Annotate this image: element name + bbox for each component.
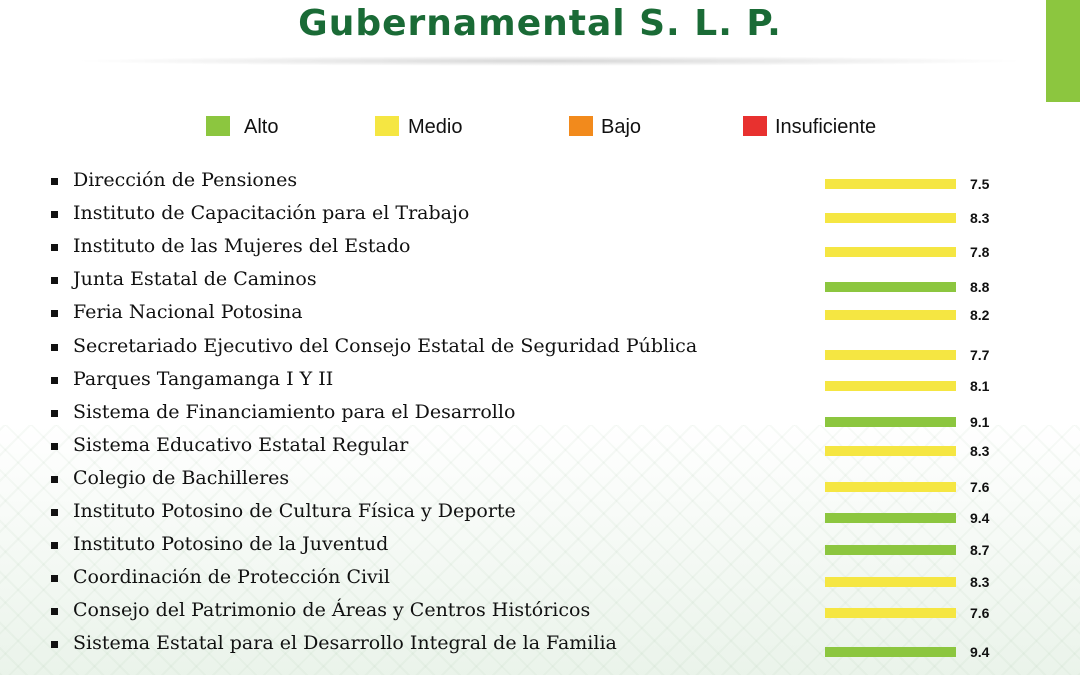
page-title: Gubernamental S. L. P. [298, 3, 782, 44]
score-value-label: 8.2 [970, 307, 990, 323]
score-bar [825, 545, 956, 555]
score-bar [825, 179, 956, 189]
legend: Alto Medio Bajo Insuficiente [0, 114, 1080, 142]
category-label: Instituto de Capacitación para el Trabaj… [73, 202, 470, 224]
chart-row: Sistema de Financiamiento para el Desarr… [0, 398, 1080, 431]
legend-label-insuficiente: Insuficiente [775, 116, 877, 138]
bullet-icon [51, 244, 58, 251]
bullet-icon [51, 608, 58, 615]
chart-row: Dirección de Pensiones 7.5 [0, 166, 1080, 199]
score-bar [825, 381, 956, 391]
category-label: Dirección de Pensiones [73, 169, 298, 191]
score-value-label: 7.8 [970, 244, 990, 260]
bullet-icon [51, 443, 58, 450]
score-value-label: 7.5 [970, 176, 990, 192]
bullet-icon [51, 277, 58, 284]
score-bar [825, 608, 956, 618]
category-label: Instituto de las Mujeres del Estado [73, 235, 411, 257]
bullet-icon [51, 509, 58, 516]
category-label: Consejo del Patrimonio de Áreas y Centro… [73, 599, 591, 621]
legend-label-medio: Medio [408, 116, 463, 138]
score-value-label: 8.8 [970, 279, 990, 295]
chart-row: Instituto Potosino de Cultura Física y D… [0, 497, 1080, 530]
chart-row: Sistema Educativo Estatal Regular 8.3 [0, 431, 1080, 464]
score-bar [825, 247, 956, 257]
score-bar [825, 350, 956, 360]
score-value-label: 9.4 [970, 644, 990, 660]
score-bar [825, 513, 956, 523]
bullet-icon [51, 641, 58, 648]
chart-row: Instituto de las Mujeres del Estado 7.8 [0, 232, 1080, 265]
chart-row: Coordinación de Protección Civil 8.3 [0, 563, 1080, 596]
score-bar [825, 310, 956, 320]
score-value-label: 8.7 [970, 542, 990, 558]
bullet-icon [51, 377, 58, 384]
bullet-icon [51, 211, 58, 218]
score-value-label: 8.3 [970, 443, 990, 459]
score-bar [825, 417, 956, 427]
score-bar [825, 647, 956, 657]
legend-swatch-insuficiente [743, 116, 767, 136]
category-label: Secretariado Ejecutivo del Consejo Estat… [73, 335, 698, 357]
category-label: Sistema Educativo Estatal Regular [73, 434, 409, 456]
legend-swatch-alto [206, 116, 230, 136]
chart-row: Consejo del Patrimonio de Áreas y Centro… [0, 596, 1080, 629]
score-bar [825, 282, 956, 292]
score-bar [825, 213, 956, 223]
chart-row: Feria Nacional Potosina 8.2 [0, 298, 1080, 331]
category-label: Sistema de Financiamiento para el Desarr… [73, 401, 516, 423]
bullet-icon [51, 178, 58, 185]
corner-accent-bar [1046, 0, 1080, 102]
score-bar [825, 577, 956, 587]
score-value-label: 8.1 [970, 378, 990, 394]
bullet-icon [51, 476, 58, 483]
chart-row: Instituto de Capacitación para el Trabaj… [0, 199, 1080, 232]
score-value-label: 8.3 [970, 210, 990, 226]
legend-label-bajo: Bajo [601, 116, 642, 138]
category-label: Coordinación de Protección Civil [73, 566, 390, 588]
score-value-label: 9.1 [970, 414, 990, 430]
bullet-icon [51, 575, 58, 582]
score-value-label: 9.4 [970, 510, 990, 526]
category-label: Junta Estatal de Caminos [73, 268, 317, 290]
bullet-icon [51, 410, 58, 417]
legend-swatch-bajo [569, 116, 593, 136]
score-value-label: 7.7 [970, 347, 990, 363]
category-label: Instituto Potosino de la Juventud [73, 533, 389, 555]
category-label: Sistema Estatal para el Desarrollo Integ… [73, 632, 617, 654]
bullet-icon [51, 344, 58, 351]
chart-row: Junta Estatal de Caminos 8.8 [0, 265, 1080, 298]
bullet-icon [51, 310, 58, 317]
chart-row: Secretariado Ejecutivo del Consejo Estat… [0, 332, 1080, 365]
score-value-label: 7.6 [970, 605, 990, 621]
score-bar [825, 446, 956, 456]
bullet-icon [51, 542, 58, 549]
category-label: Parques Tangamanga I Y II [73, 368, 334, 390]
score-value-label: 7.6 [970, 479, 990, 495]
score-bar [825, 482, 956, 492]
category-label: Instituto Potosino de Cultura Física y D… [73, 500, 516, 522]
legend-label-alto: Alto [244, 116, 279, 138]
title-divider-shadow [70, 56, 1030, 66]
score-value-label: 8.3 [970, 574, 990, 590]
chart-row: Parques Tangamanga I Y II 8.1 [0, 365, 1080, 398]
chart-row: Sistema Estatal para el Desarrollo Integ… [0, 629, 1080, 662]
chart-row: Colegio de Bachilleres 7.6 [0, 464, 1080, 497]
category-label: Feria Nacional Potosina [73, 301, 303, 323]
legend-swatch-medio [375, 116, 399, 136]
category-label: Colegio de Bachilleres [73, 467, 290, 489]
chart-row: Instituto Potosino de la Juventud 8.7 [0, 530, 1080, 563]
